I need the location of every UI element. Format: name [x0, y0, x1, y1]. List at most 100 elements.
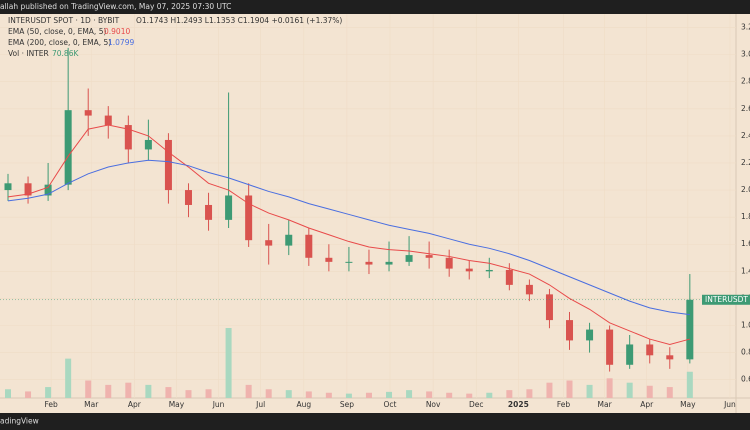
volume-bar	[285, 390, 292, 398]
volume-bar	[566, 380, 573, 398]
volume-bar	[466, 393, 473, 398]
volume-bar	[586, 384, 593, 398]
candle-body	[365, 261, 373, 265]
x-tick-label: Apr	[128, 400, 142, 409]
volume-bar	[25, 391, 32, 398]
candle-body	[646, 344, 654, 356]
candle-body	[485, 269, 493, 272]
volume-bar	[426, 391, 433, 398]
volume-bar	[686, 371, 693, 398]
volume-bar	[526, 389, 533, 398]
candle-body	[325, 257, 333, 262]
symbol: INTERUSDT SPOT · 1D · BYBIT	[8, 16, 120, 25]
footer-brand: adingView	[0, 417, 39, 426]
volume-bar	[446, 392, 453, 398]
candle-body	[405, 255, 413, 262]
volume-bar	[165, 387, 172, 398]
y-tick-label: 2.2000	[741, 158, 750, 167]
candle-body	[545, 294, 553, 321]
x-tick-label: 2025	[508, 400, 529, 409]
legend-value: 1.0799	[108, 38, 134, 47]
x-tick-label: Aug	[296, 400, 311, 409]
candle-body	[285, 234, 293, 246]
volume-bar	[145, 384, 152, 398]
candle-body	[4, 183, 12, 191]
price-tag	[702, 294, 750, 305]
candle-body	[84, 110, 92, 116]
candle-body	[104, 115, 112, 126]
candle-body	[265, 240, 273, 246]
volume-bar	[646, 385, 653, 398]
volume-bar	[486, 392, 493, 398]
x-tick-label: Sep	[340, 400, 354, 409]
candle-body	[626, 344, 634, 365]
volume-bar	[406, 390, 413, 398]
candle-body	[245, 195, 253, 241]
volume-bar	[205, 389, 212, 398]
y-tick-label: 1.0000	[741, 321, 750, 330]
candle-body	[164, 139, 172, 191]
legend-value: 0.9010	[104, 27, 130, 36]
candle-body	[205, 204, 213, 220]
candle-body	[425, 255, 433, 258]
candle-body	[184, 190, 192, 205]
y-tick-label: 2.4000	[741, 131, 750, 140]
volume-bar	[506, 390, 513, 398]
volume-bar	[225, 328, 232, 398]
top-bar	[0, 0, 750, 14]
y-tick-label: 0.6000	[741, 375, 750, 384]
ema-line	[7, 159, 690, 316]
x-tick-label: Feb	[44, 400, 58, 409]
y-tick-label: 0.8000	[741, 348, 750, 357]
x-tick-label: Jun	[723, 400, 736, 409]
x-tick-label: Nov	[426, 400, 441, 409]
y-tick-label: 1.8000	[741, 212, 750, 221]
legend-value: 70.86K	[52, 49, 79, 58]
candle-body	[44, 184, 52, 196]
y-tick-label: 3.2000	[741, 23, 750, 32]
y-tick-label: 2.8000	[741, 77, 750, 86]
volume-bar	[85, 380, 92, 398]
x-tick-label: Feb	[557, 400, 571, 409]
y-tick-label: 1.6000	[741, 239, 750, 248]
candle-body	[606, 329, 614, 365]
volume-bar	[45, 387, 52, 398]
legend-name: EMA (200, close, 0, EMA, 5)	[8, 38, 111, 47]
candle-body	[465, 268, 473, 272]
plot: 0.60000.80001.00001.20001.40001.60001.80…	[0, 14, 750, 409]
candle-body	[586, 329, 594, 341]
ohlc: O1.1743 H1.2493 L1.1353 C1.1904 +0.0161 …	[136, 16, 342, 25]
volume-bar	[345, 393, 352, 398]
candle-body	[525, 284, 533, 295]
publisher: allah published on TradingView.com, May …	[0, 2, 231, 11]
candle-body	[225, 195, 233, 220]
volume-bar	[666, 387, 673, 398]
candle-body	[686, 299, 694, 360]
volume-bar	[245, 384, 252, 398]
volume-bar	[365, 392, 372, 398]
x-tick-label: Jun	[212, 400, 225, 409]
candle-body	[64, 110, 72, 185]
volume-bar	[606, 378, 613, 398]
legend: INTERUSDT SPOT · 1D · BYBIT O1.1743 H1.2…	[8, 16, 342, 58]
candle-body	[385, 261, 393, 265]
ema-line	[7, 124, 690, 345]
volume-bar	[5, 389, 11, 398]
candle-body	[124, 125, 132, 150]
candle-body	[345, 261, 353, 263]
y-tick-label: 3.0000	[741, 50, 750, 59]
volume-bar	[325, 392, 332, 398]
volume-bar	[105, 384, 112, 398]
candle-body	[566, 320, 574, 341]
volume-bar	[125, 382, 132, 398]
x-tick-label: May	[169, 400, 185, 409]
x-tick-label: Mar	[84, 400, 99, 409]
volume-bar	[305, 391, 312, 398]
legend-name: Vol · INTER	[8, 49, 49, 58]
legend-name: EMA (50, close, 0, EMA, 5)	[8, 27, 106, 36]
candle-body	[666, 355, 674, 360]
x-tick-label: May	[680, 400, 696, 409]
candle-body	[144, 139, 152, 150]
x-tick-label: Mar	[598, 400, 613, 409]
